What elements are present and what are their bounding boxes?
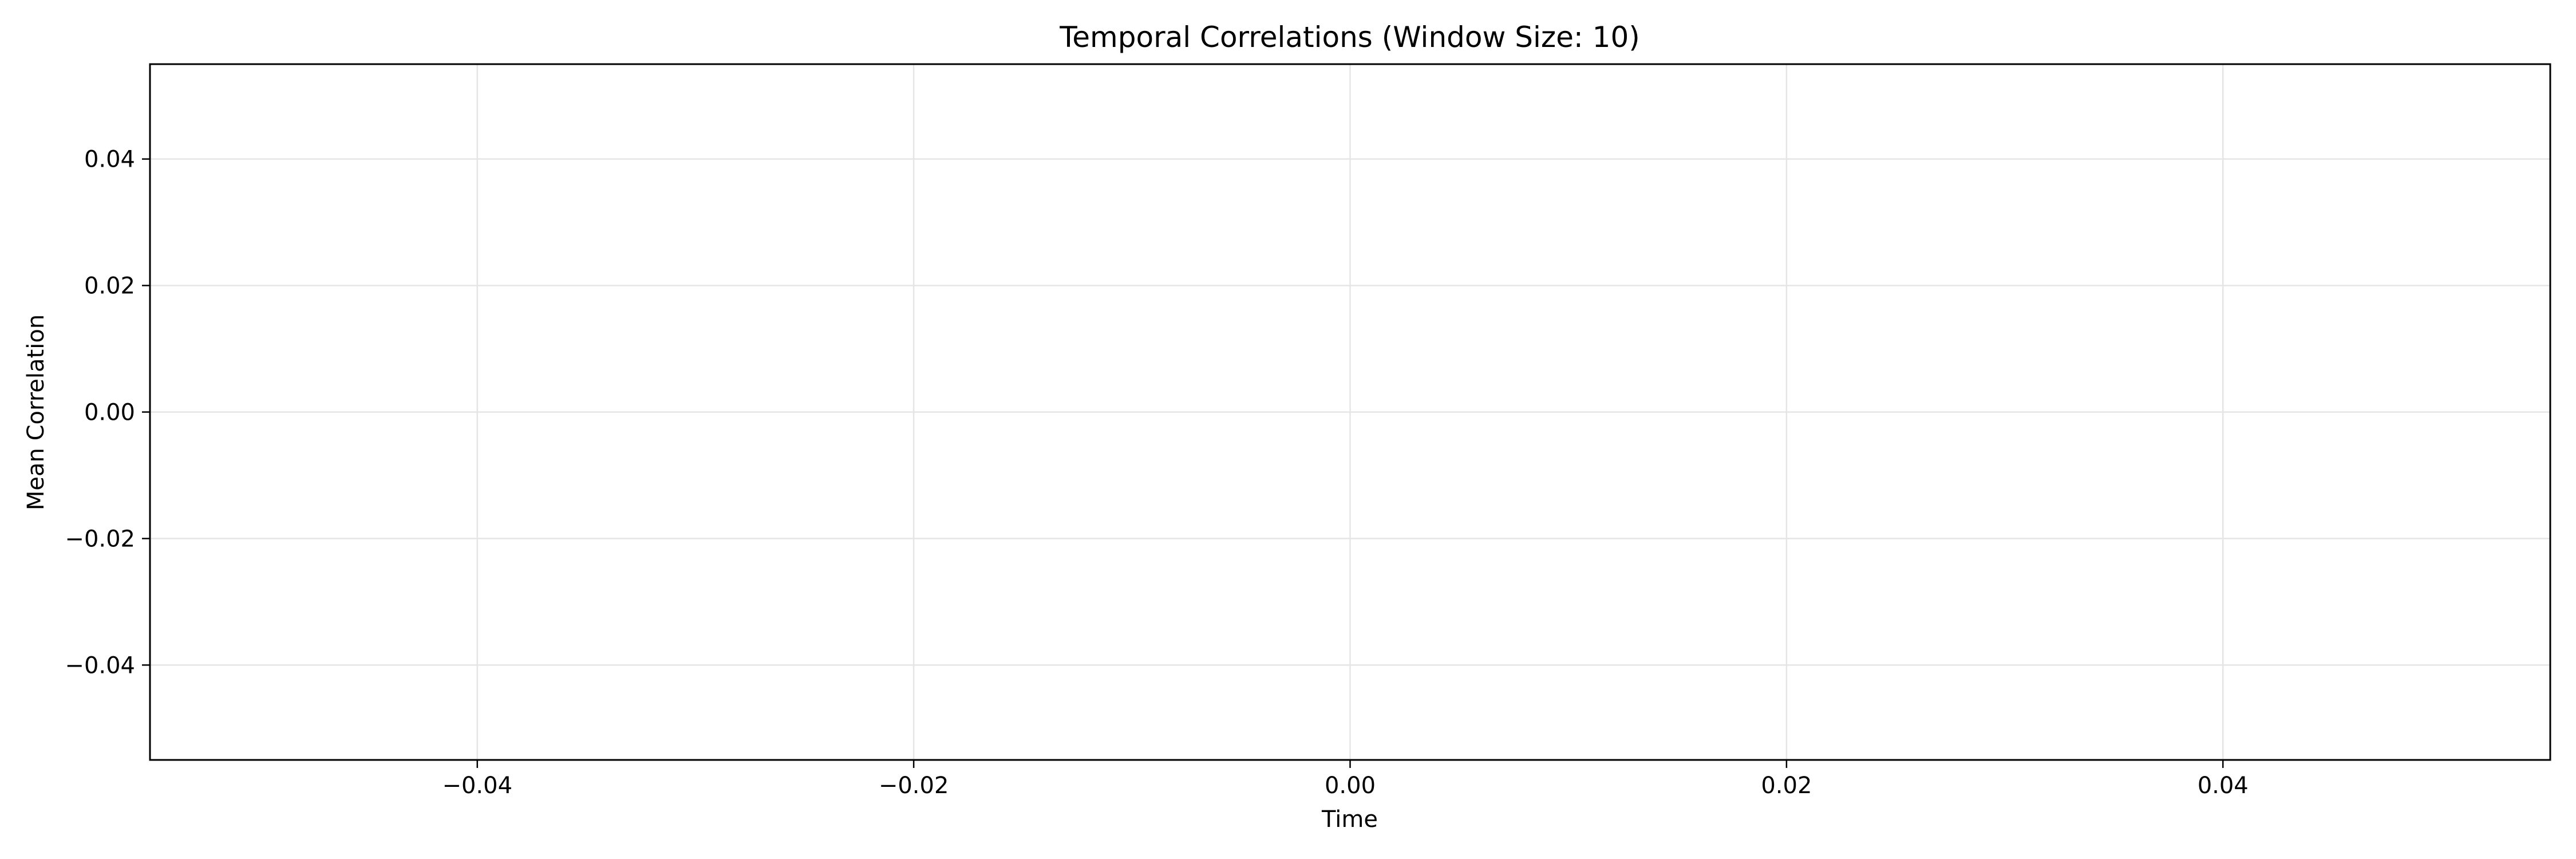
x-tick-label: 0.04 (2198, 773, 2249, 799)
x-tick-label: −0.04 (442, 773, 512, 799)
y-tick-label: −0.02 (65, 526, 135, 552)
x-axis: −0.04 −0.02 0.00 0.02 0.04 (442, 760, 2249, 799)
y-tick-label: −0.04 (65, 652, 135, 679)
grid-lines (150, 64, 2550, 760)
x-axis-label: Time (1321, 806, 1378, 833)
y-axis-label: Mean Correlation (23, 314, 49, 510)
x-tick-label: 0.00 (1325, 773, 1376, 799)
y-tick-label: 0.04 (84, 147, 135, 173)
y-tick-label: 0.00 (84, 400, 135, 426)
y-axis: 0.04 0.02 0.00 −0.02 −0.04 (65, 147, 150, 679)
y-tick-label: 0.02 (84, 273, 135, 300)
x-tick-label: −0.02 (879, 773, 949, 799)
chart-title: Temporal Correlations (Window Size: 10) (1059, 21, 1640, 54)
x-tick-label: 0.02 (1761, 773, 1812, 799)
